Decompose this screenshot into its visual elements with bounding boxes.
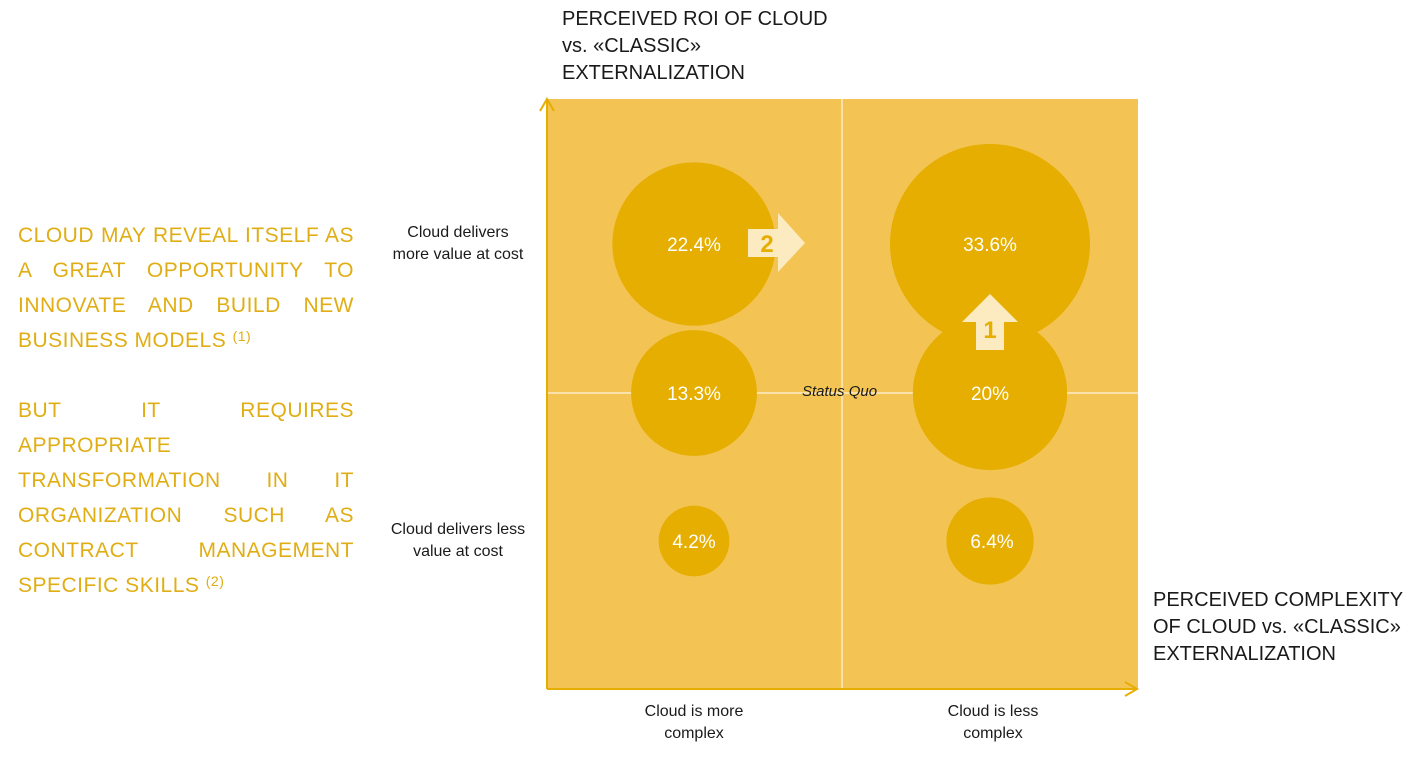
y-axis-title-line-1: PERCEIVED ROI OF CLOUD — [562, 8, 828, 30]
footnote-ref-1: (1) — [232, 328, 252, 344]
arrow-up-label: 1 — [983, 317, 996, 344]
col-label-right-line-1: Cloud is less — [947, 703, 1039, 720]
x-axis-title: PERCEIVED COMPLEXITY OF CLOUD vs. «CLASS… — [1153, 587, 1403, 668]
y-axis-title: PERCEIVED ROI OF CLOUD vs. «CLASSIC» EXT… — [562, 6, 828, 87]
bubble-label: 13.3% — [667, 384, 721, 405]
x-axis-title-line-3: EXTERNALIZATION — [1153, 643, 1336, 665]
insight-text-1-body: Cloud may reveal itself as a great oppor… — [18, 224, 354, 352]
arrow-up-icon — [962, 294, 1018, 350]
x-axis-title-line-1: PERCEIVED COMPLEXITY — [1153, 589, 1404, 611]
bubble-label: 20% — [971, 384, 1009, 405]
bubble-13-3 — [631, 330, 757, 456]
col-label-left-line-1: Cloud is more — [644, 703, 744, 720]
bubble-label: 22.4% — [667, 235, 721, 256]
row-label-top-line-1: Cloud delivers — [407, 224, 509, 241]
y-axis-title-line-2: vs. «CLASSIC» — [562, 35, 701, 57]
arrow-right-label: 2 — [760, 231, 773, 258]
row-label-bottom: Cloud delivers less value at cost — [378, 519, 538, 563]
status-quo-label: Status Quo — [802, 383, 878, 400]
arrow-right-icon — [748, 213, 805, 272]
col-label-left-line-2: complex — [664, 725, 724, 742]
row-label-top: Cloud delivers more value at cost — [378, 222, 538, 266]
y-axis-title-line-3: EXTERNALIZATION — [562, 62, 745, 84]
insight-text-2-body: But it requires appropriate transformati… — [18, 399, 354, 597]
x-axis-title-line-2: OF CLOUD vs. «CLASSIC» — [1153, 616, 1401, 638]
footnote-ref-2: (2) — [205, 573, 225, 589]
x-axis-arrowhead — [1124, 681, 1139, 697]
col-label-right: Cloud is less complex — [913, 701, 1073, 745]
bubble-6-4 — [946, 497, 1034, 585]
y-axis-arrowhead — [539, 97, 555, 112]
insight-text-1: Cloud may reveal itself as a great oppor… — [18, 218, 354, 358]
bubble-22-4 — [612, 162, 776, 326]
row-label-bottom-line-2: value at cost — [413, 543, 503, 560]
bubble-4-2 — [658, 505, 730, 577]
col-label-left: Cloud is more complex — [614, 701, 774, 745]
col-label-right-line-2: complex — [963, 725, 1023, 742]
row-label-bottom-line-1: Cloud delivers less — [390, 521, 526, 538]
row-label-top-line-2: more value at cost — [392, 246, 524, 263]
bubble-33-6 — [890, 144, 1090, 344]
bubble-label: 33.6% — [963, 235, 1017, 256]
insight-text-2: But it requires appropriate transformati… — [18, 393, 354, 603]
bubble-20 — [912, 315, 1068, 471]
bubble-label: 4.2% — [672, 532, 715, 553]
bubble-label: 6.4% — [970, 532, 1013, 553]
